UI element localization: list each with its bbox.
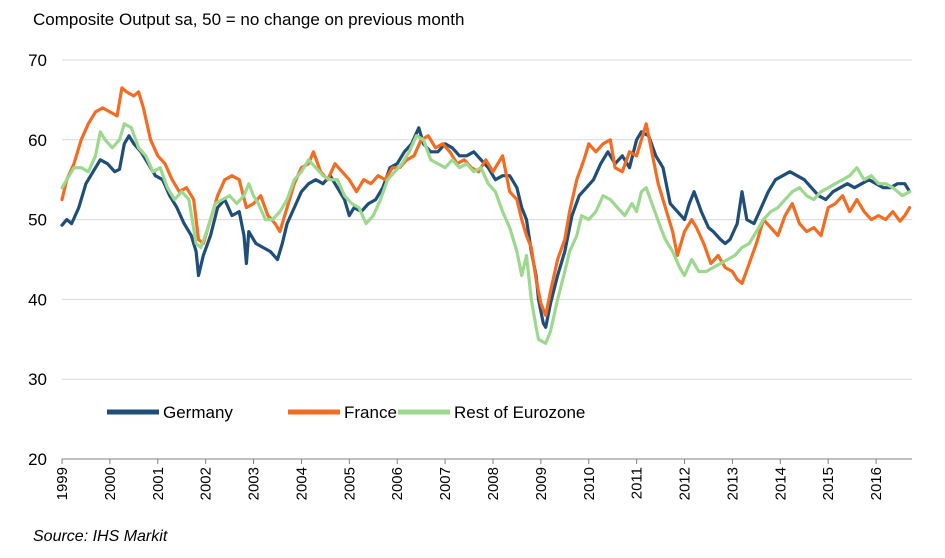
x-tick-label: 2009 [533, 467, 550, 500]
x-tick-label: 2002 [198, 467, 215, 500]
legend: Germany France Rest of Eurozone [107, 403, 585, 422]
x-tick-label: 2001 [150, 467, 167, 500]
x-tick-label: 1999 [54, 467, 71, 500]
x-tick-label: 2015 [820, 467, 837, 500]
series-lines [60, 86, 912, 345]
legend-item: Rest of Eurozone [398, 403, 585, 422]
x-axis: 1999 2000 2001 2002 2003 2004 2005 2006 2007 2008… [54, 458, 912, 500]
y-tick-label: 60 [28, 131, 47, 150]
legend-item: France [288, 403, 397, 422]
y-tick-label: 30 [28, 370, 47, 389]
legend-label: France [344, 403, 397, 422]
x-tick-label: 2016 [868, 467, 885, 500]
legend-item: Germany [107, 403, 233, 422]
x-tick-label: 2012 [677, 467, 694, 500]
y-axis: 20 30 40 50 60 70 [28, 51, 47, 469]
x-tick-label: 2011 [629, 467, 646, 499]
y-tick-label: 70 [28, 51, 47, 70]
x-tick-label: 2006 [389, 467, 406, 500]
x-tick-label: 2005 [341, 467, 358, 500]
y-tick-label: 40 [28, 290, 47, 309]
legend-label: Rest of Eurozone [454, 403, 585, 422]
x-tick-label: 2004 [293, 467, 310, 500]
series-line-france [60, 86, 912, 317]
x-tick-label: 2000 [102, 467, 119, 500]
x-tick-label: 2007 [437, 467, 454, 500]
series-line-rest-of-eurozone [60, 122, 912, 345]
legend-label: Germany [163, 403, 233, 422]
y-tick-label: 20 [28, 450, 47, 469]
y-tick-label: 50 [28, 211, 47, 230]
x-tick-label: 2008 [485, 467, 502, 500]
x-tick-label: 2003 [246, 467, 263, 500]
x-tick-label: 2010 [581, 467, 598, 500]
x-tick-label: 2013 [724, 467, 741, 500]
gridlines [62, 59, 912, 380]
source-note: Source: IHS Markit [33, 528, 168, 545]
x-tick-label: 2014 [772, 467, 789, 500]
chart-title: Composite Output sa, 50 = no change on p… [33, 10, 465, 29]
